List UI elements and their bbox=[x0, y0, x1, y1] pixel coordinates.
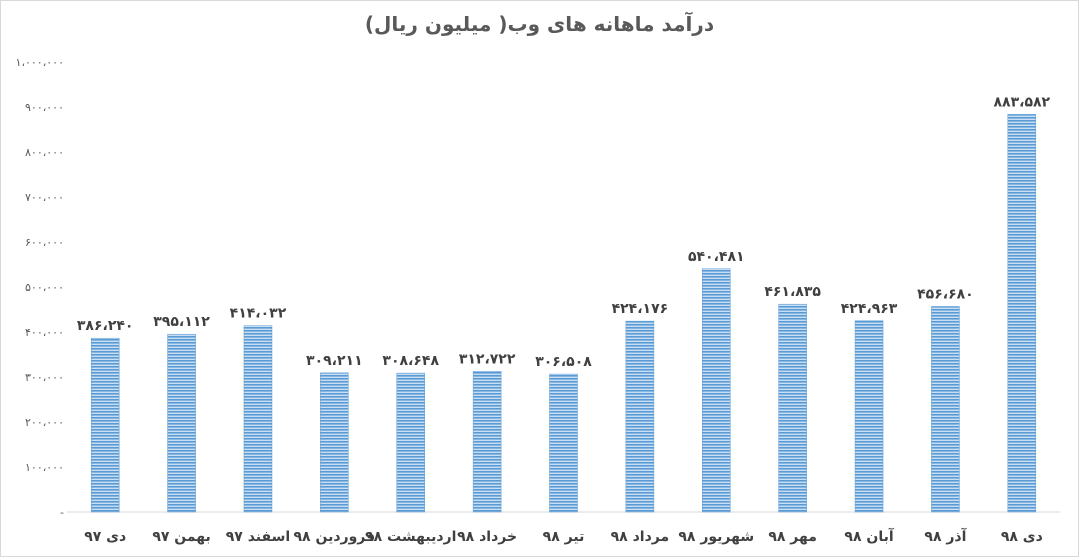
data-label: ۴۵۶،۶۸۰ bbox=[917, 286, 974, 302]
x-tick-label: اسفند ۹۷ bbox=[226, 529, 290, 545]
data-label: ۳۹۵،۱۱۲ bbox=[153, 314, 210, 330]
data-label: ۳۰۸،۶۴۸ bbox=[382, 353, 439, 369]
bar bbox=[702, 268, 731, 513]
y-tick-label: - bbox=[60, 506, 64, 519]
x-tick-label: دی ۹۸ bbox=[1001, 529, 1043, 545]
x-tick-label: دی ۹۷ bbox=[84, 529, 126, 545]
data-label: ۴۲۴،۱۷۶ bbox=[612, 301, 669, 317]
data-label: ۳۰۹،۲۱۱ bbox=[306, 353, 363, 369]
x-tick-label: تیر ۹۸ bbox=[543, 529, 585, 545]
bar bbox=[90, 337, 120, 513]
bar bbox=[1007, 114, 1037, 513]
x-tick-label: خرداد ۹۸ bbox=[457, 529, 517, 545]
y-tick-label: ۵۰۰،۰۰۰ bbox=[25, 281, 64, 294]
bar bbox=[243, 325, 273, 513]
bar bbox=[931, 306, 960, 513]
y-tick-label: ۸۰۰،۰۰۰ bbox=[25, 146, 64, 159]
data-label: ۸۸۳،۵۸۲ bbox=[994, 94, 1051, 110]
x-tick-label: مرداد ۹۸ bbox=[611, 529, 670, 545]
x-tick-label: فروردین ۹۸ bbox=[294, 529, 376, 545]
bar bbox=[167, 333, 196, 513]
bar bbox=[472, 371, 502, 513]
data-label: ۴۱۴،۰۳۲ bbox=[230, 306, 287, 322]
y-tick-label: ۷۰۰،۰۰۰ bbox=[25, 191, 64, 204]
data-label: ۳۸۶،۲۴۰ bbox=[77, 318, 134, 334]
data-label: ۴۲۴،۹۶۳ bbox=[841, 301, 898, 317]
bar bbox=[396, 372, 425, 513]
bar bbox=[625, 320, 655, 513]
bar bbox=[778, 303, 807, 513]
y-tick-label: ۶۰۰،۰۰۰ bbox=[25, 236, 64, 249]
bar bbox=[549, 373, 578, 513]
x-tick-label: آذر ۹۸ bbox=[924, 527, 967, 545]
y-tick-label: ۲۰۰،۰۰۰ bbox=[25, 416, 64, 429]
y-tick-label: ۱،۰۰۰،۰۰۰ bbox=[16, 56, 64, 69]
data-label: ۳۰۶،۵۰۸ bbox=[535, 354, 592, 370]
data-label: ۴۶۱،۸۳۵ bbox=[764, 284, 821, 300]
bar bbox=[854, 320, 884, 513]
bar bbox=[320, 372, 349, 513]
data-label: ۵۴۰،۴۸۱ bbox=[688, 249, 745, 265]
y-tick-label: ۳۰۰،۰۰۰ bbox=[25, 371, 64, 384]
y-tick-label: ۴۰۰،۰۰۰ bbox=[25, 326, 64, 339]
chart-title: درآمد ماهانه های وب( میلیون ریال) bbox=[364, 12, 715, 36]
data-label: ۳۱۲،۷۲۲ bbox=[459, 351, 516, 367]
x-tick-label: مهر ۹۸ bbox=[768, 529, 817, 545]
x-tick-label: اردیبهشت ۹۸ bbox=[365, 529, 456, 545]
x-tick-label: آبان ۹۸ bbox=[844, 527, 894, 545]
x-tick-label: شهریور ۹۸ bbox=[678, 529, 754, 545]
y-tick-label: ۹۰۰،۰۰۰ bbox=[25, 101, 64, 114]
x-tick-label: بهمن ۹۷ bbox=[152, 529, 210, 545]
y-tick-label: ۱۰۰،۰۰۰ bbox=[25, 461, 64, 474]
